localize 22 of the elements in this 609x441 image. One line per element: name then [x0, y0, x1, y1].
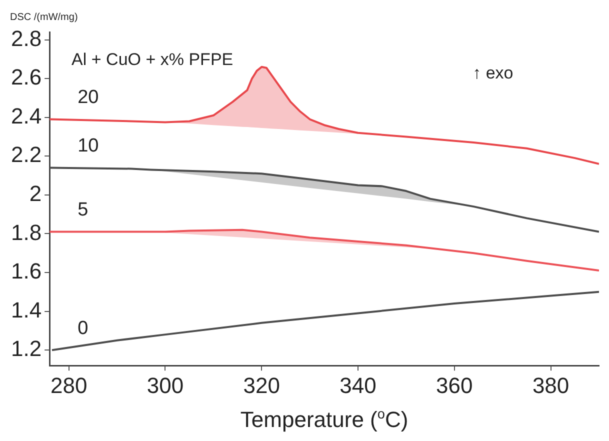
series-label: 20 [78, 87, 99, 108]
y-axis-title: DSC /(mW/mg) [10, 12, 78, 23]
annotation: Al + CuO + x% PFPE [72, 50, 234, 70]
y-tick-label: 1.4 [10, 297, 42, 322]
x-tick-label: 340 [340, 372, 376, 398]
y-tick-label: 2.6 [10, 64, 42, 90]
annotation: ↑ exo [472, 64, 514, 83]
y-tick-label: 2.4 [10, 103, 42, 128]
x-tick-label: 300 [146, 372, 184, 398]
x-tick-label: 320 [243, 372, 280, 398]
x-tick-label: 360 [436, 372, 473, 398]
y-tick-label: 1.8 [10, 220, 42, 245]
y-tick-label: 1.2 [10, 336, 42, 362]
y-tick-label: 1.6 [10, 258, 42, 284]
series-label: 0 [78, 318, 88, 339]
x-tick-label: 280 [50, 372, 88, 398]
y-tick-label: 2.2 [10, 142, 42, 168]
series-label: 10 [78, 136, 99, 156]
y-tick-label: 2 [29, 180, 42, 206]
series-label: 5 [78, 200, 88, 221]
x-tick-label: 380 [532, 372, 570, 398]
y-tick-label: 2.8 [10, 26, 42, 51]
